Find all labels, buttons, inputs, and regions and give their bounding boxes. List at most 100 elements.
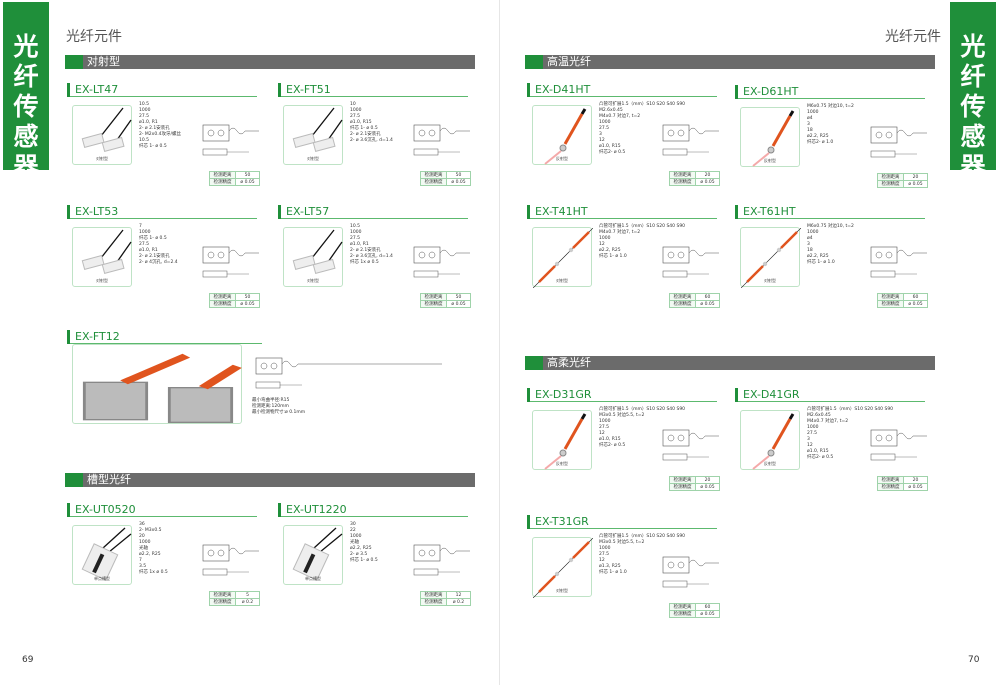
spec-value: 60 (903, 293, 928, 301)
photo-caption: 反射型 (764, 461, 776, 466)
dimension-note: 27.5 (350, 114, 361, 119)
dimension-note: 2- ø 2.1安装孔 (350, 248, 381, 253)
dimension-drawing: 7 1000 纤芯 1- ø 0.5 27.5 ø1.0, R1 2- ø 2.1安装孔 2… (139, 223, 259, 293)
spec-table: 检测距离 60 检测精度 ø 0.05 (877, 293, 928, 308)
spec-row: 检测精度 ø 0.05 (209, 300, 260, 308)
spec-label: 检测距离 (669, 293, 696, 301)
spec-value: ø 0.05 (903, 300, 928, 308)
product-card: EX-LT57 对射型 10.5 1000 27.5 ø1.0, R1 2- ø 2.1… (278, 205, 473, 325)
spec-value: 50 (235, 293, 260, 301)
dimension-drawing: M6x0.75 对边10, t=2 1000 ø4 3 18 ø2.2, R25 纤芯 1-… (807, 223, 927, 293)
product-photo: 对射型 (283, 227, 343, 287)
photo-caption: 对射型 (307, 156, 319, 161)
spec-value: ø 0.2 (446, 598, 471, 606)
dimension-note: 1000 (807, 425, 819, 430)
dimension-note: 1000 (139, 540, 151, 545)
spec-row: 检测距离 60 (877, 293, 928, 301)
left-page: 光纤传感器 光纤元件 对射型 槽型光纤 69 EX-LT47 对射型 10.5 1… (3, 0, 500, 685)
spec-table: 检测距离 50 检测精度 ø 0.05 (209, 293, 260, 308)
dimension-note: 27.5 (599, 552, 610, 557)
spec-row: 检测距离 20 (877, 173, 928, 181)
spec-label: 检测距离 (209, 591, 236, 599)
product-name: EX-T41HT (535, 205, 588, 218)
dimension-drawing: 10.5 1000 27.5 ø1.0, R1 2- ø 2.1安装孔 2- M2x0.4… (139, 101, 259, 171)
dimension-note: M3x0.5 对边5.5, t=2 (599, 540, 645, 545)
product-photo (72, 344, 242, 424)
drawing-sketch (870, 246, 927, 278)
dimension-note: 1000 (807, 110, 819, 115)
dimension-note: 18 (807, 248, 813, 253)
product-photo: 反射型 (740, 410, 800, 470)
dimension-drawing: 凸管可扩展1.5（mm）S10 S20 S40 S90 M3x0.5 对边5.5,… (599, 533, 719, 603)
spec-label: 检测距离 (669, 603, 696, 611)
dimension-note: 2- ø 2.1安装孔 (139, 126, 170, 131)
spec-value: 20 (695, 171, 720, 179)
chapter-title-right: 光纤元件 (885, 29, 941, 45)
spec-label: 检测距离 (420, 171, 447, 179)
page-number: 70 (968, 655, 980, 665)
spec-row: 检测精度 ø 0.05 (209, 178, 260, 186)
dimension-note: 2- ø 3.5 (350, 552, 368, 557)
spec-value: ø 0.05 (695, 483, 720, 491)
dimension-note: ø2.2, R25 (350, 546, 372, 551)
right-page: 光纤传感器 光纤元件 高温光纤 高柔光纤 70 EX-D41HT 反射型 凸管可… (500, 0, 1000, 685)
section-title: 高柔光纤 (547, 356, 591, 369)
product-header: EX-T61HT (735, 205, 925, 219)
dimension-note: 纤芯 1- ø 0.5 (350, 126, 378, 131)
spec-value: ø 0.05 (903, 483, 928, 491)
dimension-note: 18 (807, 128, 813, 133)
dimension-note: M6x0.75 对边10, t=2 (807, 104, 854, 109)
dimension-note: ø4 (807, 236, 813, 241)
spec-table: 检测距离 20 检测精度 ø 0.05 (669, 476, 720, 491)
page-number: 69 (22, 655, 34, 665)
spec-value: ø 0.05 (903, 180, 928, 188)
section-title: 对射型 (87, 55, 120, 68)
dimension-note: ø1.0, R15 (599, 144, 621, 149)
spec-row: 检测精度 ø 0.2 (209, 598, 260, 606)
product-header: EX-UT0520 (67, 503, 257, 517)
dimension-note: M4x0.7 对边7, t=2 (599, 230, 641, 235)
dimension-drawing: 10 1000 27.5 ø1.0, R15 纤芯 1- ø 0.5 2- ø 2.1安装… (350, 101, 470, 171)
drawing-sketch (413, 246, 470, 278)
dimension-note: 3 (807, 122, 810, 127)
spec-label: 检测精度 (669, 178, 696, 186)
product-card: EX-UT1220 单点槽型 30 22 1000 光轴 ø2.2, R25 2- ø 3… (278, 503, 473, 623)
dimension-note: 22 (350, 528, 356, 533)
dimension-note: M4x0.7 对边7, t=2 (807, 419, 849, 424)
dimension-note: 7 (139, 224, 142, 229)
product-header: EX-D41HT (527, 83, 717, 97)
dimension-note: ø1.0, R15 (599, 437, 621, 442)
dimension-note: 27.5 (350, 236, 361, 241)
spec-value: ø 0.05 (695, 610, 720, 618)
dimension-note: ø2.2, R25 (807, 254, 829, 259)
spec-label: 检测距离 (209, 171, 236, 179)
section-header: 高温光纤 (525, 55, 935, 69)
dimension-note: 12 (599, 242, 605, 247)
product-card: EX-D61HT 反射型 M6x0.75 对边10, t=2 1000 ø4 3 18 ø… (735, 85, 930, 205)
dimension-note: 12 (599, 558, 605, 563)
dimension-note: 10.5 (350, 224, 361, 229)
dimension-note: 20 (139, 534, 145, 539)
dimension-note: 1000 (807, 230, 819, 235)
spec-value: ø 0.05 (446, 300, 471, 308)
section-title: 高温光纤 (547, 55, 591, 68)
spec-value: ø 0.05 (695, 300, 720, 308)
spec-label: 检测距离 (209, 293, 236, 301)
dimension-note: 凸管可扩展1.5（mm）S10 S20 S40 S90 (599, 224, 686, 229)
spec-table: 检测距离 20 检测精度 ø 0.05 (877, 173, 928, 188)
dimension-note: ø1.0, R15 (807, 449, 829, 454)
dimension-note: M6x0.75 对边10, t=2 (807, 224, 854, 229)
dimension-drawing: M6x0.75 对边10, t=2 1000 ø4 3 18 ø2.2, R25 纤芯2- … (807, 103, 927, 173)
dimension-note: 1000 (599, 236, 611, 241)
spec-value: 50 (446, 171, 471, 179)
dimension-note: 27.5 (139, 114, 150, 119)
side-tab-title: 光纤传感器 (960, 32, 986, 181)
spec-row: 检测精度 ø 0.05 (877, 180, 928, 188)
spec-label: 检测精度 (420, 178, 447, 186)
dimension-note: 纤芯2- ø 0.5 (599, 443, 626, 448)
product-name: EX-LT57 (286, 205, 330, 218)
spec-table: 检测距离 50 检测精度 ø 0.05 (420, 293, 471, 308)
dimension-note: 纤芯 1- ø 0.5 (139, 144, 167, 149)
dimension-note: 纤芯 1x ø 0.5 (139, 570, 168, 575)
drawing-sketch (202, 246, 259, 278)
